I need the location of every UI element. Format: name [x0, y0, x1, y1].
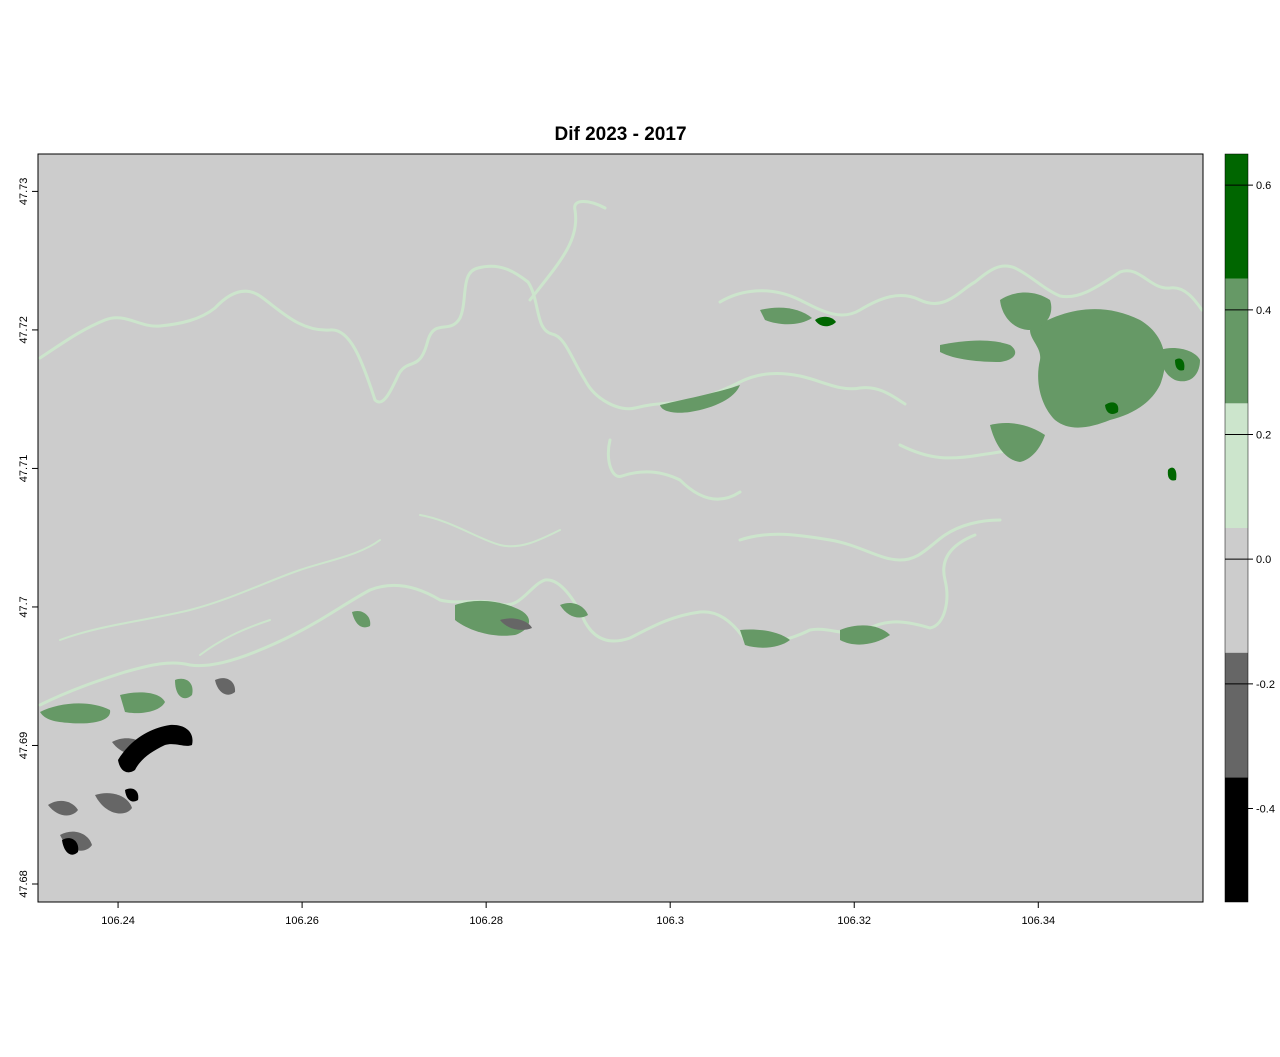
legend-swatch — [1225, 528, 1248, 653]
legend-tick-label: 0.4 — [1256, 305, 1271, 317]
legend-swatch — [1225, 154, 1248, 279]
y-axis: 47.68 47.69 47.7 47.71 47.72 47.73 — [18, 178, 38, 898]
strong-decrease-patches — [62, 724, 193, 855]
x-tick-label: 106.3 — [656, 915, 684, 927]
legend-tick-label: 0.2 — [1256, 430, 1271, 442]
y-tick-label: 47.68 — [18, 870, 30, 898]
x-tick-label: 106.26 — [285, 915, 319, 927]
y-tick-label: 47.72 — [18, 316, 30, 344]
chart-title: Dif 2023 - 2017 — [554, 124, 687, 145]
strong-increase-patches — [815, 316, 1185, 481]
river-channel-north-upper — [528, 200, 1203, 317]
y-tick-label: 47.69 — [18, 732, 30, 760]
raster-background — [38, 154, 1203, 902]
x-tick-label: 106.24 — [101, 915, 135, 927]
increase-patches — [40, 292, 1200, 724]
legend-tick-label: 0.6 — [1256, 180, 1271, 192]
legend-tick-label: 0.0 — [1256, 554, 1271, 566]
legend-swatch — [1225, 777, 1248, 902]
legend-swatch — [1225, 652, 1248, 778]
legend-swatch — [1225, 278, 1248, 404]
y-tick-label: 47.73 — [18, 178, 30, 206]
river-channel-north — [38, 264, 907, 411]
legend-swatch — [1225, 403, 1248, 528]
legend: -0.4 -0.2 0.0 0.2 0.4 0.6 — [1224, 153, 1275, 903]
y-tick-label: 47.71 — [18, 455, 30, 483]
legend-tick-label: -0.4 — [1256, 804, 1275, 816]
x-tick-label: 106.32 — [837, 915, 871, 927]
river-channel-braid-1 — [59, 514, 561, 656]
raster-features — [38, 200, 1203, 855]
x-tick-label: 106.34 — [1021, 915, 1055, 927]
legend-tick-label: -0.2 — [1256, 679, 1275, 691]
y-tick-label: 47.7 — [18, 596, 30, 617]
plot-frame — [37, 153, 1204, 903]
x-axis: 106.24 106.26 106.28 106.3 106.32 106.34 — [101, 902, 1055, 927]
x-tick-label: 106.28 — [469, 915, 503, 927]
legend-frame — [1224, 153, 1249, 903]
